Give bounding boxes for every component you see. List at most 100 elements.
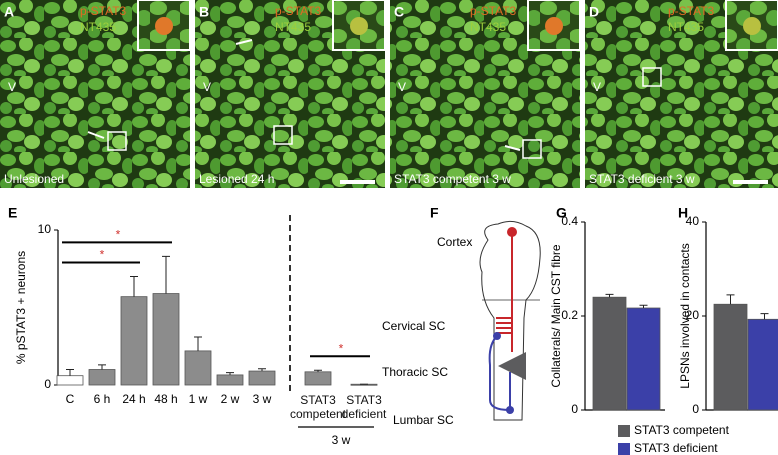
error-bar <box>258 368 266 372</box>
error-bar <box>66 369 74 376</box>
inset-nucleus <box>350 17 368 35</box>
cortex-neuron <box>507 227 517 237</box>
roi-box <box>522 139 542 159</box>
caption: Unlesioned <box>4 172 64 186</box>
panel-letter: F <box>430 205 439 221</box>
x-tick-label: 2 w <box>221 392 240 406</box>
significance-star: * <box>116 228 121 242</box>
panel-letter: C <box>394 4 404 20</box>
panel-letter: G <box>556 205 567 221</box>
error-bar <box>726 294 735 305</box>
stain-label: NT435 <box>470 20 506 34</box>
stain-label: p-STAT3 <box>470 4 517 18</box>
caption: STAT3 competent 3 w <box>394 172 511 186</box>
y-axis-title: LPSNs involved in contacts <box>678 243 692 388</box>
panel-letter: E <box>8 205 17 221</box>
scale-bar <box>340 180 375 184</box>
bar <box>248 370 276 386</box>
bar <box>120 296 148 386</box>
diagram-f: F Cortex Cervical SC Thoracic SC Lumbar … <box>382 205 541 427</box>
lesion <box>498 352 526 380</box>
y-tick-label: 0.4 <box>561 214 578 228</box>
legend-swatch <box>618 425 630 437</box>
error-bar <box>605 293 614 298</box>
error-bar <box>194 336 202 351</box>
inset-nucleus <box>155 17 173 35</box>
arrow <box>87 131 105 139</box>
x-tick-label: 6 h <box>94 392 111 406</box>
stain-label: NT435 <box>668 20 704 34</box>
caption: Lesioned 24 h <box>199 172 274 186</box>
error-bar <box>760 313 769 320</box>
inset-nucleus <box>545 17 563 35</box>
error-bar <box>226 372 234 375</box>
bar <box>88 369 116 386</box>
lpsn-contact <box>493 332 501 340</box>
error-bar <box>314 369 322 372</box>
panel-letter: A <box>4 4 14 20</box>
y-tick-label: 0 <box>571 402 578 416</box>
lpsn-soma <box>506 406 514 414</box>
bar <box>304 371 332 386</box>
x-tick-label: 48 h <box>154 392 177 406</box>
stain-label: p-STAT3 <box>80 4 127 18</box>
scale-bar <box>733 180 768 184</box>
stain-label: p-STAT3 <box>275 4 322 18</box>
diagram-label: Cervical SC <box>382 319 446 333</box>
roi-box <box>642 67 662 87</box>
significance-star: * <box>100 248 105 262</box>
panel-letter: H <box>678 205 688 221</box>
bar <box>747 318 778 411</box>
x-tick-label: 24 h <box>122 392 145 406</box>
bar <box>56 375 84 386</box>
bar <box>184 350 212 386</box>
legend-swatch <box>618 443 630 455</box>
body-outline <box>479 220 541 421</box>
x-tick-label: 1 w <box>189 392 208 406</box>
arrow <box>504 145 521 151</box>
significance-star: * <box>339 341 344 355</box>
region-label: V <box>398 80 406 94</box>
region-label: V <box>593 80 601 94</box>
legend-label: STAT3 deficient <box>634 441 718 455</box>
group-label: 3 w <box>332 433 351 447</box>
bar <box>626 307 661 411</box>
region-label: V <box>203 80 211 94</box>
y-tick-label: 0.2 <box>561 308 578 322</box>
error-bar <box>98 364 106 370</box>
error-bar <box>162 255 170 294</box>
bar <box>713 303 748 411</box>
diagram-label: Lumbar SC <box>393 413 454 427</box>
bar <box>592 296 627 411</box>
bar <box>152 293 180 386</box>
diagram-label: Cortex <box>437 235 472 249</box>
arrow <box>235 39 253 45</box>
lpsn-fibre <box>488 335 511 412</box>
roi-box <box>273 125 293 145</box>
stain-label: NT435 <box>80 20 116 34</box>
bar <box>216 374 244 386</box>
inset-nucleus <box>743 17 761 35</box>
panel-letter: D <box>589 4 599 20</box>
collaterals <box>496 317 512 334</box>
y-tick-label: 0 <box>692 402 699 416</box>
y-tick-label: 0 <box>44 377 51 391</box>
caption: STAT3 deficient 3 w <box>589 172 695 186</box>
legend-label: STAT3 competent <box>634 423 730 437</box>
roi-box <box>107 131 127 151</box>
error-bar <box>639 304 648 309</box>
y-tick-label: 40 <box>686 214 700 228</box>
panel-letter: B <box>199 4 209 20</box>
error-bar <box>130 276 138 297</box>
y-axis-title: Collaterals/ Main CST fibre <box>549 244 563 387</box>
x-tick-label: 3 w <box>253 392 272 406</box>
stain-label: p-STAT3 <box>668 4 715 18</box>
y-tick-label: 10 <box>38 222 52 236</box>
y-axis-title: % pSTAT3 + neurons <box>14 251 28 364</box>
region-label: V <box>8 80 16 94</box>
diagram-label: Thoracic SC <box>382 365 448 379</box>
x-tick-label: STAT3 deficient <box>341 393 387 421</box>
x-tick-label: C <box>66 392 75 406</box>
